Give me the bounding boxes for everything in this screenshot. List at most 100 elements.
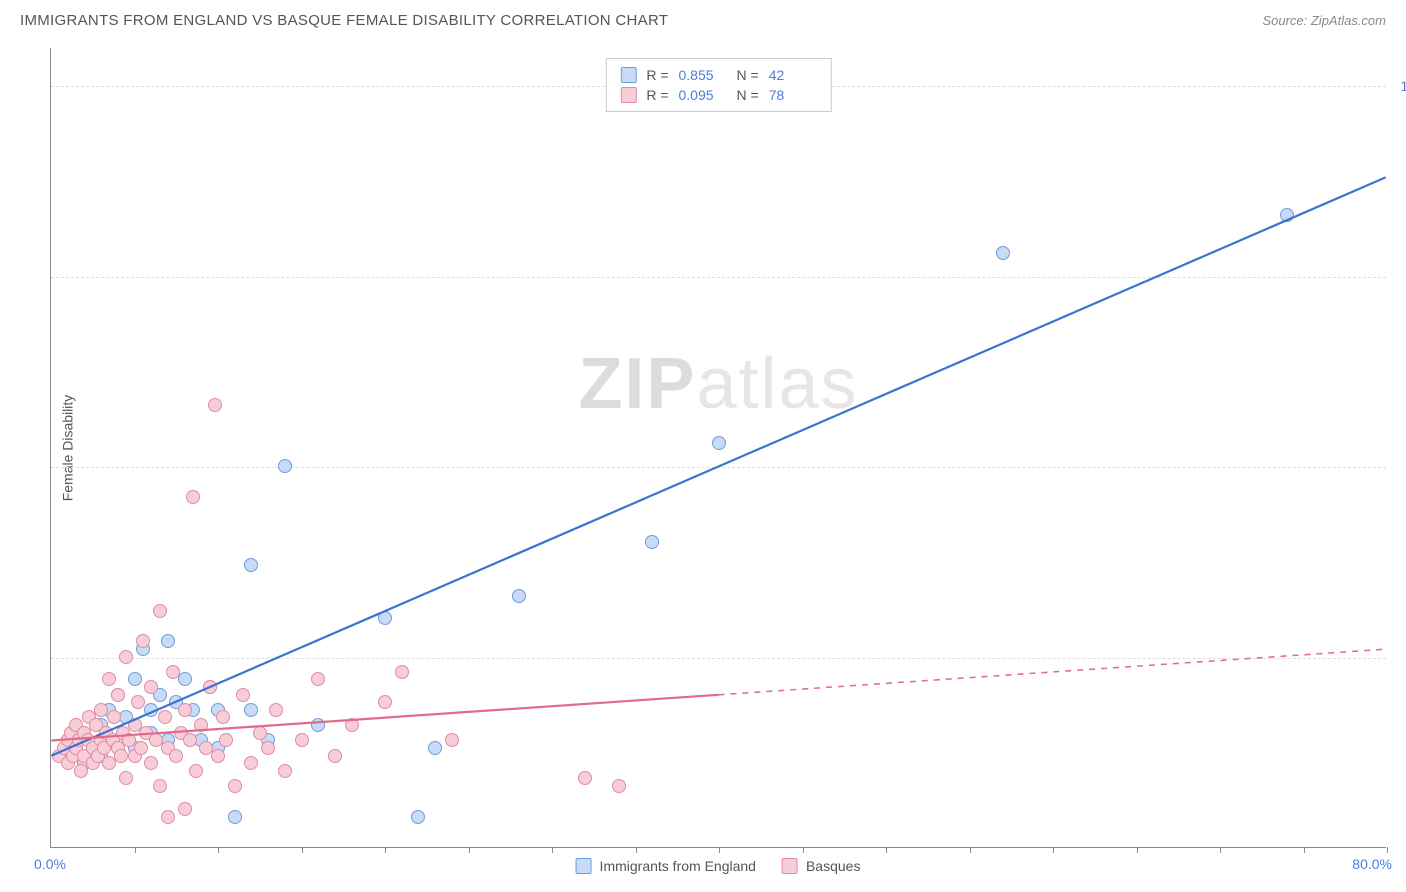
scatter-point-basques (153, 779, 167, 793)
regression-line-dashed-basques (719, 649, 1386, 695)
y-tick-label: 25.0% (1392, 650, 1406, 666)
scatter-point-england (411, 810, 425, 824)
y-tick-label: 50.0% (1392, 459, 1406, 475)
scatter-point-basques (236, 688, 250, 702)
scatter-point-england (428, 741, 442, 755)
scatter-point-basques (166, 665, 180, 679)
scatter-point-england (161, 634, 175, 648)
scatter-point-basques (114, 749, 128, 763)
scatter-point-basques (194, 718, 208, 732)
scatter-point-basques (445, 733, 459, 747)
scatter-point-england (311, 718, 325, 732)
scatter-point-basques (169, 749, 183, 763)
scatter-point-england (144, 703, 158, 717)
source-name: ZipAtlas.com (1311, 13, 1386, 28)
scatter-point-basques (144, 756, 158, 770)
scatter-point-basques (578, 771, 592, 785)
x-tick (1220, 847, 1221, 853)
scatter-point-basques (311, 672, 325, 686)
source-attribution: Source: ZipAtlas.com (1262, 13, 1386, 28)
scatter-point-england (244, 703, 258, 717)
scatter-point-england (645, 535, 659, 549)
scatter-point-england (128, 672, 142, 686)
n-label: N = (737, 67, 759, 83)
n-label: N = (737, 87, 759, 103)
swatch-england (620, 67, 636, 83)
swatch-basques (782, 858, 798, 874)
scatter-point-basques (111, 688, 125, 702)
scatter-point-basques (278, 764, 292, 778)
grid-line (51, 277, 1386, 278)
scatter-point-basques (345, 718, 359, 732)
scatter-point-basques (153, 604, 167, 618)
scatter-point-england (996, 246, 1010, 260)
watermark: ZIPatlas (578, 343, 858, 425)
watermark-atlas: atlas (696, 344, 858, 424)
r-label: R = (646, 87, 668, 103)
scatter-point-basques (131, 695, 145, 709)
swatch-basques (620, 87, 636, 103)
x-tick (135, 847, 136, 853)
grid-line (51, 467, 1386, 468)
scatter-point-england (278, 459, 292, 473)
scatter-point-basques (216, 710, 230, 724)
y-tick-label: 100.0% (1392, 78, 1406, 94)
legend-stats: R = 0.855 N = 42 R = 0.095 N = 78 (605, 58, 831, 112)
scatter-point-basques (328, 749, 342, 763)
scatter-point-basques (219, 733, 233, 747)
legend-label-england: Immigrants from England (600, 858, 756, 874)
scatter-point-basques (203, 680, 217, 694)
grid-line (51, 658, 1386, 659)
x-tick (218, 847, 219, 853)
x-tick (469, 847, 470, 853)
x-tick (636, 847, 637, 853)
scatter-point-england (512, 589, 526, 603)
x-tick (1304, 847, 1305, 853)
scatter-point-basques (378, 695, 392, 709)
scatter-point-basques (183, 733, 197, 747)
scatter-point-basques (136, 634, 150, 648)
scatter-point-basques (208, 398, 222, 412)
x-axis-origin-label: 0.0% (34, 856, 66, 872)
x-tick (1387, 847, 1388, 853)
y-tick-label: 75.0% (1392, 269, 1406, 285)
x-tick (302, 847, 303, 853)
scatter-point-england (228, 810, 242, 824)
x-tick (719, 847, 720, 853)
legend-item-england: Immigrants from England (576, 858, 756, 874)
legend-item-basques: Basques (782, 858, 860, 874)
chart-container: Female Disability ZIPatlas R = 0.855 N =… (50, 48, 1386, 848)
legend-stats-row-england: R = 0.855 N = 42 (620, 65, 816, 85)
scatter-point-basques (295, 733, 309, 747)
r-value-basques: 0.095 (679, 87, 727, 103)
n-value-basques: 78 (769, 87, 817, 103)
r-label: R = (646, 67, 668, 83)
legend-series: Immigrants from England Basques (576, 858, 861, 874)
scatter-point-england (244, 558, 258, 572)
scatter-point-basques (119, 771, 133, 785)
x-tick (1137, 847, 1138, 853)
scatter-point-basques (178, 703, 192, 717)
x-tick (552, 847, 553, 853)
x-tick (970, 847, 971, 853)
scatter-point-basques (102, 672, 116, 686)
legend-stats-row-basques: R = 0.095 N = 78 (620, 85, 816, 105)
scatter-point-basques (261, 741, 275, 755)
scatter-point-england (378, 611, 392, 625)
scatter-point-basques (269, 703, 283, 717)
swatch-england (576, 858, 592, 874)
scatter-point-basques (211, 749, 225, 763)
legend-label-basques: Basques (806, 858, 860, 874)
scatter-point-england (1280, 208, 1294, 222)
x-tick (385, 847, 386, 853)
x-tick (886, 847, 887, 853)
scatter-point-basques (253, 726, 267, 740)
scatter-point-basques (186, 490, 200, 504)
plot-area: ZIPatlas R = 0.855 N = 42 R = 0.095 N = … (50, 48, 1386, 848)
scatter-point-basques (144, 680, 158, 694)
scatter-point-basques (395, 665, 409, 679)
scatter-point-basques (189, 764, 203, 778)
n-value-england: 42 (769, 67, 817, 83)
scatter-point-basques (228, 779, 242, 793)
x-tick (1053, 847, 1054, 853)
